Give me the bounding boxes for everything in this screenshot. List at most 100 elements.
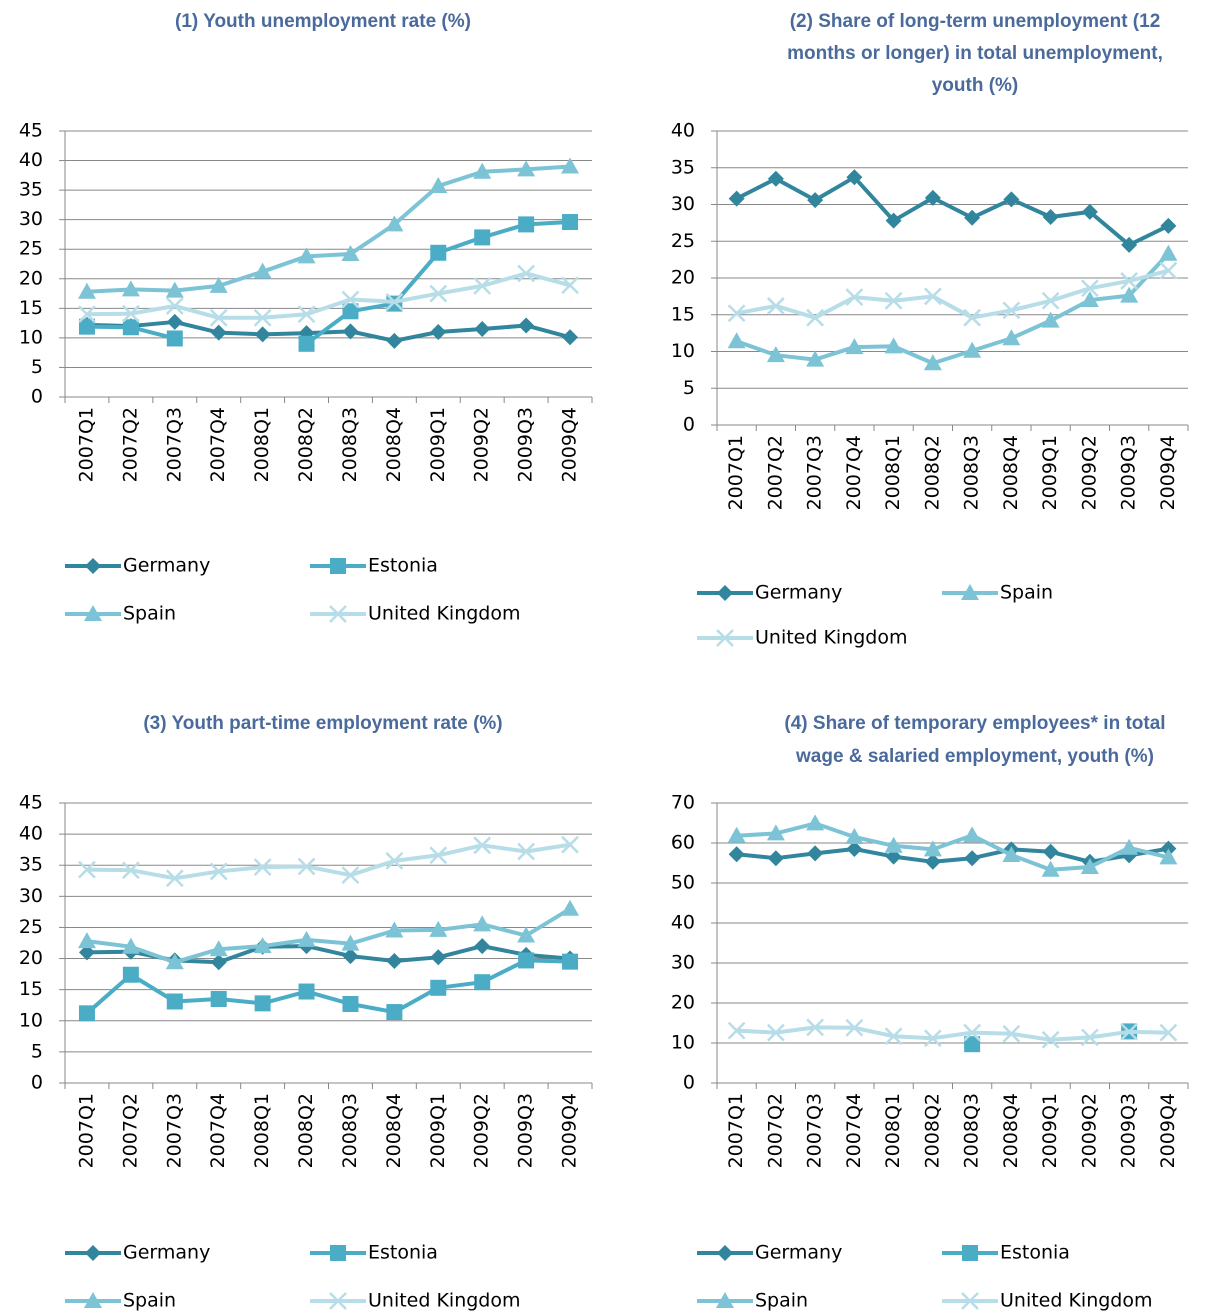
marker <box>165 297 184 315</box>
chart-title: (2) Share of long-term unemployment (12 <box>790 11 1161 32</box>
legend-label: Spain <box>755 1290 808 1312</box>
marker <box>1042 843 1059 860</box>
marker <box>210 954 227 971</box>
x-tick-label: 2007Q1 <box>75 407 97 482</box>
marker <box>561 835 579 854</box>
marker <box>1160 217 1177 234</box>
marker <box>84 1292 102 1308</box>
marker <box>728 190 745 207</box>
marker <box>474 938 491 955</box>
marker <box>517 264 536 283</box>
marker <box>1041 291 1060 310</box>
x-tick-label: 2009Q4 <box>1157 435 1179 510</box>
marker <box>473 836 492 855</box>
marker <box>1002 301 1021 320</box>
marker <box>473 162 492 179</box>
marker <box>210 991 227 1007</box>
x-tick-label: 2007Q2 <box>764 435 786 510</box>
marker <box>807 192 824 209</box>
legend-label: Spain <box>123 603 176 625</box>
marker <box>961 1292 979 1310</box>
marker <box>923 1029 942 1048</box>
marker <box>924 189 941 206</box>
marker <box>806 814 825 831</box>
x-tick-label: 2007Q1 <box>725 435 747 510</box>
marker <box>341 866 360 885</box>
marker <box>717 1245 733 1261</box>
x-tick-label: 2009Q3 <box>515 1093 537 1168</box>
marker <box>210 324 227 341</box>
marker <box>122 319 139 336</box>
marker <box>1041 1030 1060 1049</box>
marker <box>209 276 228 293</box>
marker <box>1003 191 1020 208</box>
marker <box>561 157 580 174</box>
y-tick-label: 40 <box>671 120 695 142</box>
y-tick-label: 25 <box>19 238 43 260</box>
marker <box>254 995 271 1012</box>
legend-label: Estonia <box>368 555 438 577</box>
series-line <box>86 271 571 320</box>
legend-label: Germany <box>755 1242 842 1264</box>
marker <box>78 318 95 335</box>
y-tick-label: 40 <box>671 912 695 934</box>
x-tick-label: 2008Q2 <box>295 1093 317 1168</box>
marker <box>1159 1023 1178 1042</box>
marker <box>78 305 96 324</box>
y-tick-label: 40 <box>19 823 43 845</box>
marker <box>1159 848 1178 865</box>
marker <box>884 1027 903 1046</box>
marker <box>716 629 734 647</box>
marker <box>806 1018 825 1037</box>
marker <box>165 281 184 298</box>
marker <box>430 949 447 966</box>
marker <box>561 276 579 295</box>
marker <box>253 937 272 954</box>
y-tick-label: 30 <box>671 952 695 974</box>
y-tick-label: 5 <box>683 377 695 399</box>
series-line <box>736 1025 1169 1042</box>
marker <box>562 329 579 346</box>
y-tick-label: 15 <box>671 303 695 325</box>
y-tick-label: 10 <box>19 1009 43 1031</box>
y-tick-label: 30 <box>671 193 695 215</box>
y-tick-label: 0 <box>31 1072 43 1094</box>
marker <box>884 836 903 853</box>
series-line <box>736 268 1169 320</box>
marker <box>122 966 139 983</box>
marker <box>1002 846 1021 862</box>
marker <box>297 247 316 264</box>
y-tick-label: 25 <box>19 916 43 938</box>
marker <box>474 974 491 991</box>
marker <box>78 1005 95 1022</box>
x-tick-label: 2008Q4 <box>383 407 405 482</box>
marker <box>429 176 448 193</box>
y-tick-label: 40 <box>19 149 43 171</box>
legend-label: United Kingdom <box>1000 1290 1153 1312</box>
marker <box>473 915 492 932</box>
marker <box>430 979 447 996</box>
chart-title: youth (%) <box>932 75 1019 96</box>
marker <box>806 350 825 367</box>
marker <box>77 282 96 299</box>
marker <box>1041 860 1060 877</box>
marker <box>964 850 981 867</box>
x-tick-label: 2007Q3 <box>804 1093 826 1168</box>
x-tick-label: 2007Q3 <box>163 1093 185 1168</box>
series-line <box>86 944 571 965</box>
marker <box>963 1023 982 1042</box>
marker <box>342 303 359 320</box>
marker <box>121 861 140 880</box>
x-tick-label: 2008Q3 <box>339 407 361 482</box>
marker <box>78 860 96 879</box>
marker <box>562 953 579 970</box>
marker <box>1159 261 1178 280</box>
marker <box>474 321 491 338</box>
marker <box>923 287 942 306</box>
marker <box>341 934 360 951</box>
x-tick-label: 2008Q4 <box>383 1093 405 1168</box>
marker <box>767 170 784 187</box>
marker <box>924 853 941 870</box>
chart-title: months or longer) in total unemployment, <box>787 43 1163 64</box>
y-tick-label: 25 <box>671 230 695 252</box>
